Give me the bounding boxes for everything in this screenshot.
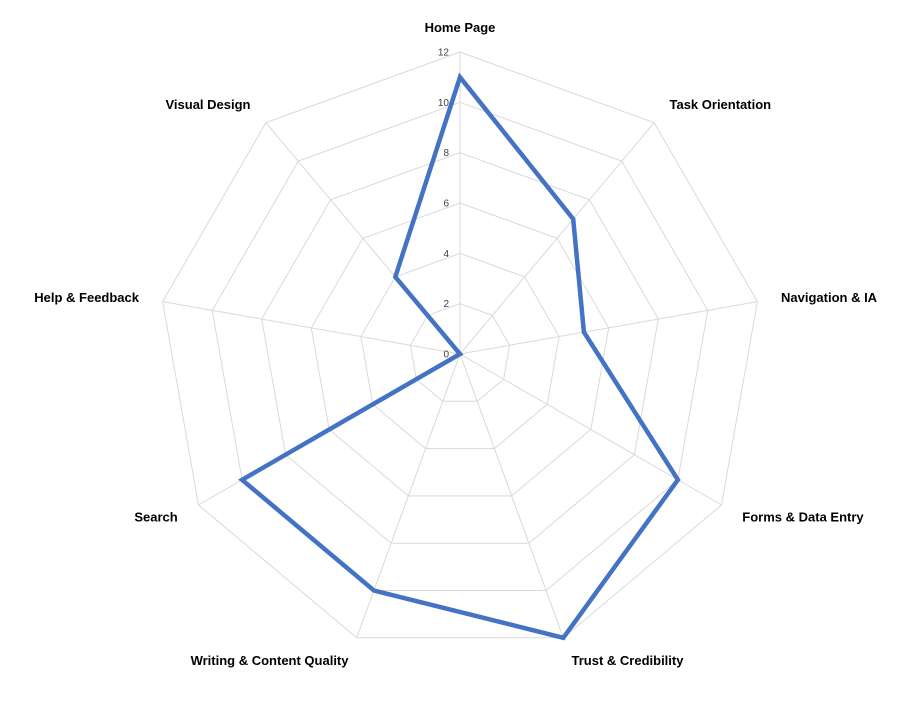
radar-series	[238, 72, 681, 641]
category-label: Search	[134, 510, 177, 525]
radar-ticks: 0 2 4 6 8 10 12	[438, 48, 450, 361]
grid-ring	[310, 202, 610, 497]
category-label: Help & Feedback	[34, 290, 140, 305]
tick-label: 10	[438, 98, 450, 109]
tick-label: 0	[443, 350, 449, 361]
tick-label: 8	[443, 148, 449, 159]
grid-spoke	[459, 353, 564, 638]
category-label: Forms & Data Entry	[742, 510, 864, 525]
grid-ring	[409, 303, 511, 402]
grid-spoke	[459, 122, 655, 355]
category-label: Trust & Credibility	[572, 653, 685, 668]
category-label: Navigation & IA	[781, 290, 878, 305]
grid-ring	[211, 101, 709, 591]
grid-spoke	[459, 301, 758, 355]
grid-ring	[261, 152, 659, 544]
tick-label: 2	[443, 299, 449, 310]
tick-label: 4	[443, 249, 449, 260]
category-label: Writing & Content Quality	[191, 653, 350, 668]
category-label: Home Page	[425, 20, 496, 35]
radar-category-labels: Home Page Task Orientation Navigation & IA…	[34, 20, 877, 668]
radar-grid	[162, 51, 758, 639]
tick-label: 12	[438, 48, 450, 59]
grid-ring	[162, 51, 758, 639]
grid-spoke	[162, 301, 461, 355]
series-line	[238, 72, 681, 641]
tick-label: 6	[443, 199, 449, 210]
grid-ring	[360, 252, 560, 450]
category-label: Visual Design	[165, 97, 250, 112]
category-label: Task Orientation	[670, 97, 772, 112]
grid-spoke	[459, 353, 722, 506]
